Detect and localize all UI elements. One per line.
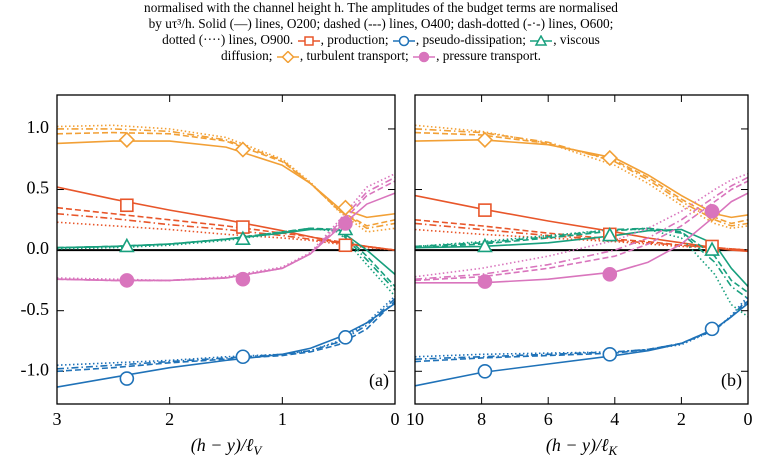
- x-tick-label: 6: [544, 409, 553, 429]
- marker: [338, 238, 353, 253]
- series-line: [415, 173, 748, 278]
- series-line: [57, 131, 395, 227]
- x-tick-label: 2: [677, 409, 686, 429]
- series-line: [57, 128, 395, 230]
- series-line: [415, 228, 748, 318]
- series-line: [415, 295, 748, 358]
- x-axis-label-subscript: K: [607, 443, 618, 458]
- panel: 1.0 0.5 0.0 -0.5 -1.0 3 2 1 0(a) (h − y)/ℓV: [21, 94, 400, 458]
- x-tick-label: 2: [165, 409, 174, 429]
- marker: [601, 149, 618, 167]
- caption: normalised with the channel height h. Th…: [0, 0, 762, 64]
- legend-icon: [413, 51, 436, 63]
- series-line: [415, 298, 748, 360]
- x-tick-label: 0: [744, 409, 753, 429]
- series-line: [415, 139, 748, 219]
- series-line: [57, 227, 395, 291]
- y-tick-label: -1.0: [21, 359, 50, 379]
- x-tick-label: 4: [610, 409, 619, 429]
- x-axis-label-subscript: V: [253, 443, 263, 458]
- series-line: [415, 302, 748, 387]
- series-line: [415, 300, 748, 363]
- marker: [602, 267, 618, 282]
- marker: [601, 226, 618, 242]
- series-line: [415, 228, 748, 251]
- panel: 10 8 6 4 2 0(b) (h − y)/ℓK: [406, 94, 753, 458]
- x-tick-label: 1: [278, 409, 287, 429]
- axes-frame: [414, 94, 749, 405]
- series-line: [415, 227, 748, 294]
- legend-icon: [392, 35, 415, 47]
- x-tick-label: 0: [391, 409, 400, 429]
- marker: [602, 347, 618, 362]
- x-axis-label-main: (h − y)/ℓ: [546, 435, 609, 456]
- marker: [477, 237, 493, 253]
- series-line: [415, 124, 748, 230]
- marker: [478, 203, 492, 217]
- caption-line: by uτ³/h. Solid (—) lines, O200; dashed …: [148, 16, 614, 31]
- caption-text: , production;: [320, 32, 389, 47]
- marker: [476, 131, 494, 148]
- marker: [704, 321, 720, 337]
- series-line: [415, 222, 748, 251]
- caption-text: , pressure transport.: [436, 48, 541, 63]
- series-line: [415, 219, 748, 251]
- plot-area: [57, 124, 395, 388]
- series-line: [57, 300, 395, 373]
- caption-text: diffusion;: [221, 48, 273, 63]
- caption-line: diffusion; , turbulent transport; , pres…: [0, 48, 762, 64]
- x-axis-label: (h − y)/ℓV: [191, 435, 264, 458]
- caption-text: , turbulent transport;: [299, 48, 409, 63]
- series-line: [57, 302, 395, 388]
- axes-frame: [56, 94, 396, 405]
- marker: [477, 274, 493, 289]
- marker: [119, 371, 135, 386]
- x-axis-label: (h − y)/ℓK: [546, 435, 619, 458]
- y-tick-label: -0.5: [21, 299, 50, 319]
- marker: [119, 237, 135, 253]
- series-line: [415, 128, 748, 227]
- legend-icon: [276, 50, 299, 64]
- marker: [477, 363, 493, 379]
- marker: [119, 273, 135, 288]
- series-line: [415, 176, 748, 280]
- marker: [704, 241, 720, 256]
- series-line: [415, 131, 748, 225]
- x-tick-label: 3: [53, 409, 62, 429]
- caption-line: dotted (····) lines, O900. , production;…: [0, 32, 762, 48]
- legend-icon: [297, 36, 320, 46]
- marker: [338, 216, 353, 231]
- series-line: [415, 180, 748, 282]
- marker: [235, 271, 251, 287]
- x-tick-label: 10: [406, 409, 424, 429]
- series-line: [415, 228, 748, 288]
- x-axis-label-main: (h − y)/ℓ: [191, 435, 254, 456]
- series-line: [57, 297, 395, 370]
- caption-text: dotted (····) lines, O900.: [162, 32, 294, 47]
- series-line: [415, 192, 748, 284]
- marker: [234, 141, 252, 158]
- legend-icon: [530, 34, 553, 46]
- y-tick-label: 0.5: [27, 178, 50, 198]
- series-line: [57, 212, 395, 251]
- marker: [338, 330, 353, 345]
- x-tick-label: 8: [477, 409, 486, 429]
- series-line: [415, 227, 748, 300]
- plot-area: [415, 124, 748, 387]
- marker: [120, 198, 134, 213]
- caption-line: normalised with the channel height h. Th…: [144, 0, 618, 15]
- marker: [235, 349, 251, 365]
- marker: [235, 230, 251, 245]
- marker: [337, 199, 354, 216]
- y-tick-label: 0.0: [27, 238, 50, 258]
- panel-label: (a): [369, 370, 389, 391]
- marker: [118, 131, 135, 148]
- panel-label: (b): [721, 370, 742, 391]
- caption-text: , viscous: [553, 32, 600, 47]
- marker: [704, 204, 720, 219]
- caption-text: , pseudo-dissipation;: [415, 32, 526, 47]
- y-tick-label: 1.0: [27, 117, 50, 137]
